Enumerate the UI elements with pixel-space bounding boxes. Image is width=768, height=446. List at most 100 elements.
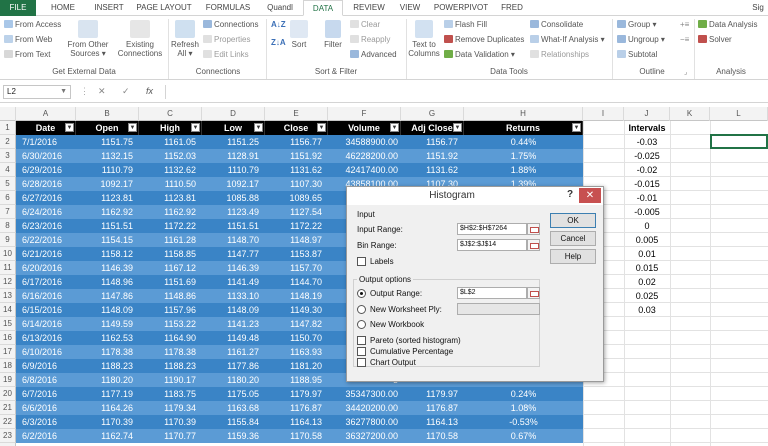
clear-filter-button[interactable]: Clear [350,20,380,30]
advanced-filter-button[interactable]: Advanced [350,50,397,60]
table-cell[interactable]: 35347300.00 [345,389,398,399]
formula-input[interactable] [165,85,763,99]
table-cell[interactable]: 1148.96 [101,277,133,287]
bin-range-field[interactable]: $J$2:$J$14 [457,239,527,251]
refresh-all-button[interactable]: Refresh All ▾ [170,20,200,58]
row-header[interactable]: 20 [0,387,16,401]
table-cell[interactable]: 0.44% [510,137,537,147]
table-cell[interactable]: 6/7/2016 [22,389,58,399]
insert-function-icon[interactable]: fx [146,86,154,96]
tab-formulas[interactable]: FORMULAS [205,3,251,12]
reapply-button[interactable]: Reapply [350,35,390,45]
close-icon[interactable]: ✕ [579,188,601,203]
subtotal-button[interactable]: Subtotal [617,50,657,60]
tab-data[interactable]: DATA [303,0,343,16]
table-cell[interactable]: 1123.49 [227,207,259,217]
column-header[interactable]: A [16,107,76,121]
table-cell[interactable]: 1.88% [510,165,537,175]
cumulative-percentage-checkbox[interactable] [357,347,366,356]
table-cell[interactable]: 1175.05 [227,389,259,399]
table-cell[interactable]: 1162.92 [101,207,133,217]
table-cell[interactable]: 6/2/2016 [22,431,58,441]
table-cell[interactable]: 1151.92 [426,151,458,161]
flash-fill-button[interactable]: Flash Fill [444,20,487,30]
table-cell[interactable]: 1107.30 [290,179,322,189]
properties-button[interactable]: Properties [203,35,250,45]
filter-dropdown-icon[interactable]: ▼ [317,123,326,132]
from-other-sources-button[interactable]: From Other Sources ▾ [64,20,112,58]
table-cell[interactable]: 6/28/2016 [22,179,63,189]
table-cell[interactable]: 1167.12 [164,263,196,273]
table-cell[interactable]: 1170.39 [101,417,133,427]
table-cell[interactable]: 1183.75 [164,389,196,399]
interval-cell[interactable]: -0.025 [634,151,660,161]
table-cell[interactable]: 1149.48 [227,333,259,343]
interval-cell[interactable]: 0.015 [635,263,659,273]
table-cell[interactable]: 1151.25 [227,137,259,147]
table-cell[interactable]: 6/23/2016 [22,221,63,231]
row-header[interactable]: 18 [0,359,16,373]
table-cell[interactable]: 1151.51 [227,221,259,231]
table-cell[interactable]: 1131.62 [290,165,322,175]
row-header[interactable]: 21 [0,401,16,415]
column-header[interactable]: B [76,107,139,121]
table-cell[interactable]: 1132.15 [101,151,133,161]
tab-insert[interactable]: INSERT [94,3,124,12]
table-cell[interactable]: 1.39% [510,179,537,189]
sort-button[interactable]: Sort [288,20,310,49]
tab-home[interactable]: HOME [51,3,75,12]
table-cell[interactable]: 36277800.00 [345,417,398,427]
filter-dropdown-icon[interactable]: ▼ [453,123,462,132]
what-if-analysis-button[interactable]: What-If Analysis ▾ [530,35,605,45]
table-cell[interactable]: 1181.20 [290,361,322,371]
table-cell[interactable]: 1164.26 [101,403,133,413]
connections-button[interactable]: Connections [203,20,258,30]
table-cell[interactable]: 42417400.00 [345,165,398,175]
sort-ascending-icon[interactable]: A↓Z [271,20,286,29]
output-range-field[interactable]: $L$2 [457,287,527,299]
table-cell[interactable]: 36327200.00 [345,431,398,441]
table-cell[interactable]: 1176.87 [290,403,322,413]
interval-cell[interactable]: -0.015 [634,179,660,189]
table-cell[interactable]: 1163.68 [227,403,259,413]
table-cell[interactable]: 1157.70 [290,263,322,273]
table-cell[interactable]: 1152.03 [164,151,196,161]
table-cell[interactable]: 1161.28 [164,235,196,245]
interval-cell[interactable]: -0.005 [634,207,660,217]
table-cell[interactable]: 6/9/2016 [22,361,58,371]
ok-button[interactable]: OK [550,213,596,228]
table-cell[interactable]: 6/30/2016 [22,151,63,161]
tab-fred[interactable]: FRED [501,3,523,12]
table-cell[interactable]: 1141.23 [227,319,259,329]
existing-connections-button[interactable]: Existing Connections [116,20,164,58]
group-button[interactable]: Group ▾ [617,20,656,30]
table-cell[interactable]: 1.75% [510,151,537,161]
table-cell[interactable]: 1172.22 [290,221,322,231]
table-cell[interactable]: 1162.74 [101,431,133,441]
table-cell[interactable]: 6/10/2016 [22,347,63,357]
table-cell[interactable]: 6/22/2016 [22,235,63,245]
chevron-down-icon[interactable]: ▼ [60,88,67,95]
selected-cell-outline[interactable] [710,134,768,149]
table-cell[interactable]: 1148.97 [290,235,322,245]
table-cell[interactable]: 1144.70 [290,277,322,287]
from-web-button[interactable]: From Web [4,35,52,45]
interval-cell[interactable]: -0.03 [636,137,658,147]
table-cell[interactable]: 1089.65 [289,193,322,203]
column-header[interactable]: L [710,107,768,121]
tab-quandl[interactable]: Quandl [267,3,293,12]
column-header[interactable]: K [670,107,710,121]
new-worksheet-ply-field[interactable] [457,303,540,315]
column-header[interactable]: E [265,107,328,121]
row-header[interactable]: 2 [0,135,16,149]
table-cell[interactable]: 1148.09 [227,305,259,315]
table-cell[interactable]: 6/8/2016 [22,375,58,385]
labels-checkbox[interactable] [357,257,366,266]
row-header[interactable]: 11 [0,261,16,275]
filter-dropdown-icon[interactable]: ▼ [128,123,137,132]
table-cell[interactable]: 1110.79 [227,165,259,175]
input-range-field[interactable]: $H$2:$H$7264 [457,223,527,235]
table-cell[interactable]: 1153.87 [290,249,322,259]
table-cell[interactable]: 1085.88 [226,193,259,203]
row-header[interactable]: 1 [0,121,16,135]
